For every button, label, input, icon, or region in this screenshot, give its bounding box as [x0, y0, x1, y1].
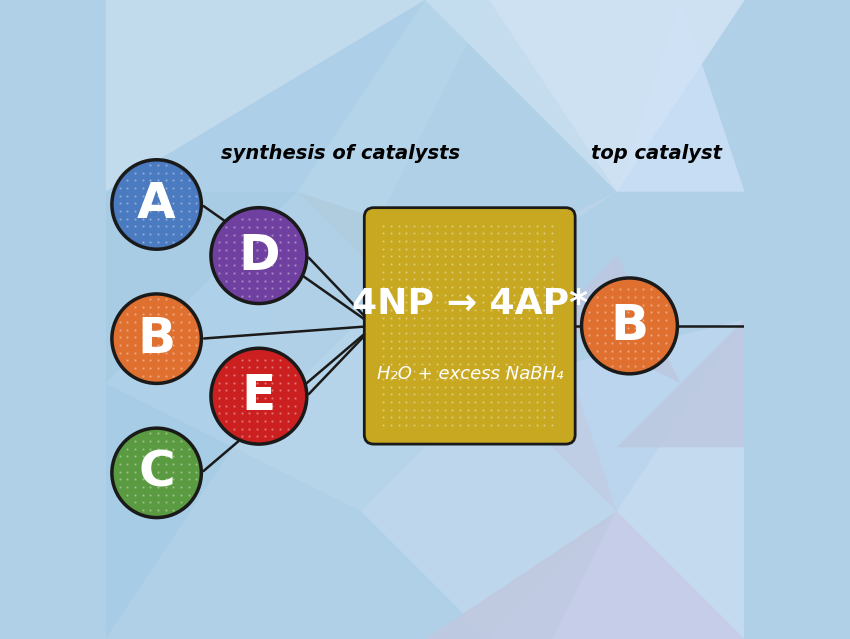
- Polygon shape: [298, 192, 489, 320]
- Text: A: A: [137, 180, 176, 229]
- Polygon shape: [105, 192, 298, 447]
- Text: synthesis of catalysts: synthesis of catalysts: [220, 144, 460, 163]
- Polygon shape: [298, 0, 489, 256]
- Polygon shape: [361, 383, 617, 639]
- Text: B: B: [138, 314, 176, 363]
- Circle shape: [211, 348, 307, 444]
- Circle shape: [112, 160, 201, 249]
- Polygon shape: [552, 256, 681, 383]
- Polygon shape: [425, 511, 617, 639]
- Polygon shape: [233, 320, 489, 511]
- Text: 4NP → 4AP*: 4NP → 4AP*: [352, 287, 588, 321]
- Polygon shape: [489, 511, 745, 639]
- Circle shape: [112, 428, 201, 518]
- Polygon shape: [617, 320, 745, 639]
- Polygon shape: [489, 320, 617, 511]
- Text: H₂O + excess NaBH₄: H₂O + excess NaBH₄: [377, 365, 563, 383]
- Polygon shape: [425, 192, 617, 320]
- Text: E: E: [241, 372, 276, 420]
- Text: B: B: [610, 302, 649, 350]
- Polygon shape: [552, 511, 745, 639]
- Polygon shape: [105, 447, 361, 639]
- Polygon shape: [105, 192, 298, 383]
- Text: top catalyst: top catalyst: [591, 144, 722, 163]
- Text: C: C: [139, 449, 175, 497]
- Polygon shape: [105, 383, 233, 639]
- Polygon shape: [425, 0, 745, 192]
- Polygon shape: [489, 320, 745, 511]
- Circle shape: [581, 278, 677, 374]
- Circle shape: [112, 294, 201, 383]
- Text: D: D: [238, 231, 280, 280]
- Polygon shape: [617, 0, 745, 192]
- Circle shape: [211, 208, 307, 304]
- Polygon shape: [105, 0, 745, 192]
- Polygon shape: [489, 0, 745, 192]
- Polygon shape: [617, 320, 745, 447]
- Polygon shape: [105, 0, 425, 192]
- FancyBboxPatch shape: [365, 208, 575, 444]
